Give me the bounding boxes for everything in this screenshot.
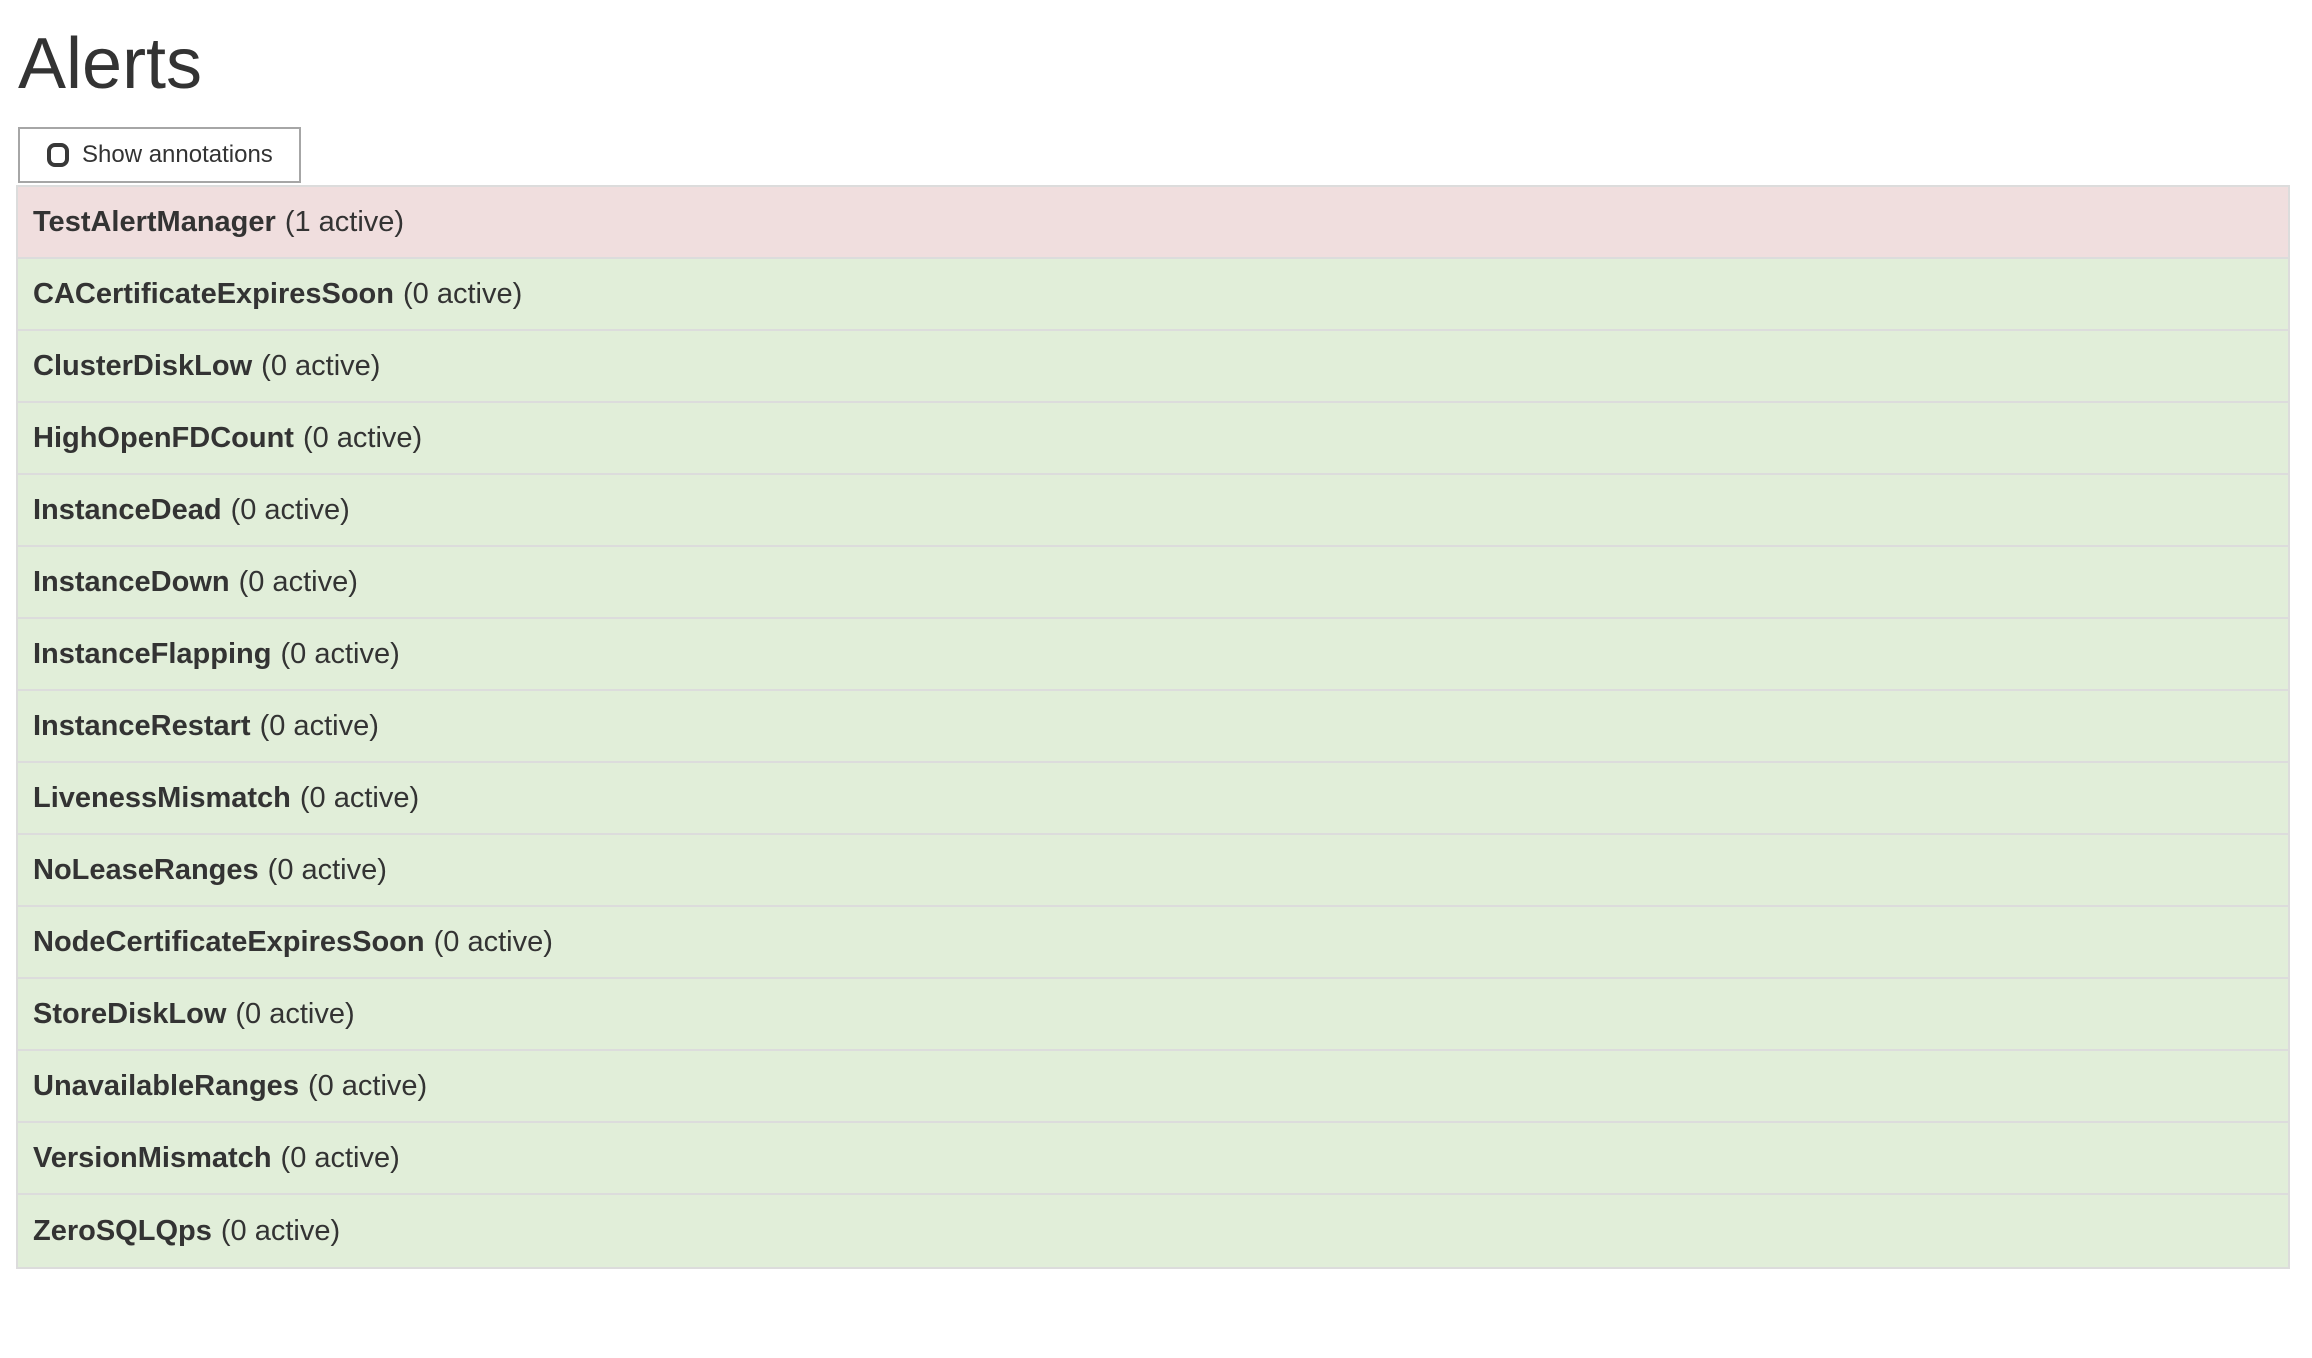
alert-count: (0 active) bbox=[302, 421, 423, 454]
alert-row-LivenessMismatch[interactable]: LivenessMismatch (0 active) bbox=[18, 763, 2288, 836]
alert-row-NoLeaseRanges[interactable]: NoLeaseRanges (0 active) bbox=[18, 835, 2288, 908]
alert-name: InstanceDown bbox=[33, 565, 230, 598]
alert-row-ClusterDiskLow[interactable]: ClusterDiskLow (0 active) bbox=[18, 331, 2288, 404]
alert-row-NodeCertificateExpiresSoon[interactable]: NodeCertificateExpiresSoon (0 active) bbox=[18, 907, 2288, 980]
alert-count: (0 active) bbox=[261, 349, 381, 382]
alert-count: (1 active) bbox=[284, 205, 405, 238]
alert-row-UnavailableRanges[interactable]: UnavailableRanges (0 active) bbox=[18, 1051, 2288, 1124]
alert-name: VersionMismatch bbox=[33, 1141, 272, 1174]
alert-count: (0 active) bbox=[259, 709, 379, 742]
alert-name: InstanceFlapping bbox=[33, 637, 272, 670]
alert-count: (0 active) bbox=[235, 997, 355, 1030]
alert-row-CACertificateExpiresSoon[interactable]: CACertificateExpiresSoon (0 active) bbox=[18, 259, 2288, 332]
alert-row-HighOpenFDCount[interactable]: HighOpenFDCount (0 active) bbox=[18, 403, 2288, 476]
alert-row-StoreDiskLow[interactable]: StoreDiskLow (0 active) bbox=[18, 979, 2288, 1052]
alert-name: NodeCertificateExpiresSoon bbox=[33, 925, 425, 958]
alert-count: (0 active) bbox=[220, 1214, 341, 1247]
alert-count: (0 active) bbox=[307, 1069, 428, 1102]
alert-row-InstanceFlapping[interactable]: InstanceFlapping (0 active) bbox=[18, 619, 2288, 692]
alert-row-VersionMismatch[interactable]: VersionMismatch (0 active) bbox=[18, 1123, 2288, 1196]
alert-row-InstanceRestart[interactable]: InstanceRestart (0 active) bbox=[18, 691, 2288, 764]
alert-row-TestAlertManager[interactable]: TestAlertManager (1 active) bbox=[18, 187, 2288, 260]
alert-row-InstanceDown[interactable]: InstanceDown (0 active) bbox=[18, 547, 2288, 620]
alert-count: (0 active) bbox=[299, 781, 420, 814]
annotations-checkbox-icon[interactable] bbox=[47, 143, 69, 168]
alert-count: (0 active) bbox=[230, 493, 350, 526]
alert-name: InstanceRestart bbox=[33, 709, 251, 742]
alert-count: (0 active) bbox=[267, 853, 387, 886]
alert-count: (0 active) bbox=[280, 637, 400, 670]
alert-row-InstanceDead[interactable]: InstanceDead (0 active) bbox=[18, 475, 2288, 548]
alert-count: (0 active) bbox=[280, 1141, 400, 1174]
alert-name: InstanceDead bbox=[33, 493, 222, 526]
alert-row-ZeroSQLQps[interactable]: ZeroSQLQps (0 active) bbox=[18, 1195, 2288, 1268]
page-title: Alerts bbox=[18, 24, 203, 104]
alert-name: ZeroSQLQps bbox=[33, 1214, 212, 1247]
alerts-list: TestAlertManager (1 active) CACertificat… bbox=[16, 185, 2290, 1270]
alert-name: NoLeaseRanges bbox=[33, 853, 259, 886]
alert-name: TestAlertManager bbox=[33, 205, 276, 238]
alert-name: CACertificateExpiresSoon bbox=[33, 277, 394, 310]
alert-name: HighOpenFDCount bbox=[33, 421, 294, 454]
alert-name: UnavailableRanges bbox=[33, 1069, 299, 1102]
alerts-page: Alerts Show annotations TestAlertManager… bbox=[0, 24, 2312, 1358]
show-annotations-button[interactable]: Show annotations bbox=[18, 127, 301, 184]
alert-count: (0 active) bbox=[433, 925, 553, 958]
alert-count: (0 active) bbox=[238, 565, 358, 598]
alert-name: LivenessMismatch bbox=[33, 781, 291, 814]
alert-name: ClusterDiskLow bbox=[33, 349, 253, 382]
alert-name: StoreDiskLow bbox=[33, 997, 227, 1030]
show-annotations-label: Show annotations bbox=[82, 141, 273, 169]
alert-count: (0 active) bbox=[403, 277, 523, 310]
